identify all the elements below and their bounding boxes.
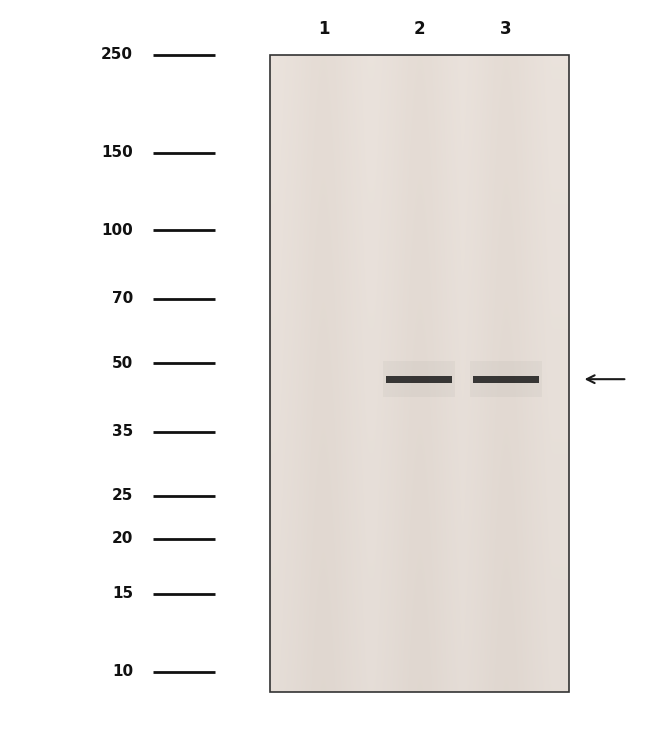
Text: 150: 150 — [101, 145, 133, 160]
Text: 50: 50 — [112, 356, 133, 370]
Bar — [270, 55, 569, 692]
Text: 15: 15 — [112, 586, 133, 602]
Text: 250: 250 — [101, 48, 133, 62]
Bar — [383, 361, 456, 397]
Text: 1: 1 — [318, 20, 330, 38]
Bar — [386, 376, 452, 383]
Text: 20: 20 — [112, 531, 133, 546]
Text: 100: 100 — [101, 223, 133, 238]
Text: 3: 3 — [500, 20, 512, 38]
Text: 2: 2 — [413, 20, 425, 38]
Text: 10: 10 — [112, 664, 133, 679]
Text: 70: 70 — [112, 291, 133, 306]
Bar — [473, 376, 539, 383]
Text: 35: 35 — [112, 424, 133, 439]
Bar — [470, 361, 542, 397]
Text: 25: 25 — [112, 488, 133, 504]
